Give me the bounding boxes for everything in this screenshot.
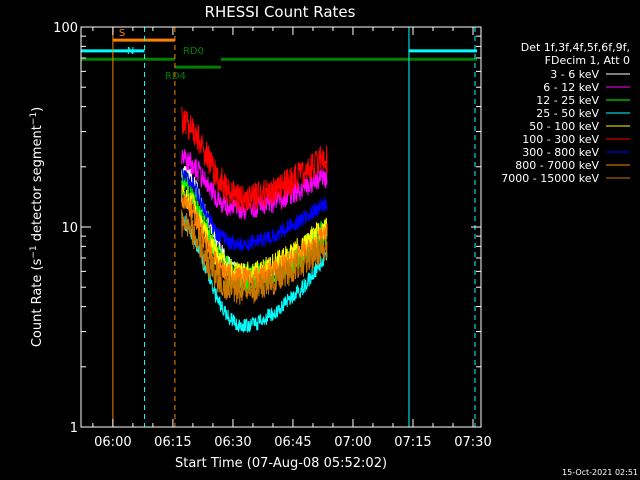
- chart-title: RHESSI Count Rates: [205, 3, 356, 21]
- legend-label-25-50-kev: 25 - 50 keV: [536, 107, 599, 120]
- legend-label-3-6-kev: 3 - 6 keV: [550, 68, 599, 81]
- legend-label-300-800-kev: 300 - 800 keV: [522, 146, 599, 159]
- x-axis-label: Start Time (07-Aug-08 05:52:02): [175, 456, 387, 471]
- annotation-n: N: [127, 46, 134, 57]
- y-axis-label-part-3: ): [30, 107, 45, 112]
- y-axis-label-exponent-1: −1: [29, 245, 39, 258]
- x-tick-label-06-00: 06:00: [94, 435, 131, 450]
- legend-label-6-12-kev: 6 - 12 keV: [543, 81, 599, 94]
- series-layer: [181, 107, 328, 333]
- annotation-rd4: RD4: [165, 71, 186, 82]
- x-axis-ticks: 06:00 06:15 06:30 06:45 07:00 07:15 07:30: [92, 27, 492, 450]
- series-line-300-800-kev: [181, 168, 328, 252]
- legend-header-line-2: FDecim 1, Att 0: [545, 54, 630, 67]
- y-tick-label-100: 100: [53, 21, 78, 36]
- footer-timestamp: 15-Oct-2021 02:51: [562, 468, 638, 477]
- legend-label-50-100-kev: 50 - 100 keV: [529, 120, 599, 133]
- annotation-s: S: [119, 28, 125, 39]
- x-tick-label-07-30: 07:30: [454, 435, 491, 450]
- series-line-7000-15000-kev: [181, 209, 328, 305]
- x-tick-label-07-15: 07:15: [394, 435, 431, 450]
- x-tick-label-06-45: 06:45: [274, 435, 311, 450]
- legend-header-line-1: Det 1f,3f,4f,5f,6f,9f,: [521, 41, 630, 54]
- legend: Det 1f,3f,4f,5f,6f,9f, FDecim 1, Att 0 3…: [501, 41, 630, 185]
- y-axis-label-exponent-2: −1: [29, 112, 39, 125]
- y-tick-label-10: 10: [61, 221, 78, 236]
- series-line-25-50-kev: [181, 212, 328, 333]
- annotations-layer: SN RD4 RD0: [119, 28, 204, 82]
- legend-label-800-7000-kev: 800 - 7000 keV: [515, 159, 599, 172]
- annotation-rd0: RD0: [183, 46, 204, 57]
- y-tick-label-1: 1: [70, 421, 78, 436]
- legend-label-100-300-kev: 100 - 300 keV: [522, 133, 599, 146]
- x-tick-label-06-30: 06:30: [214, 435, 251, 450]
- legend-label-7000-15000-kev: 7000 - 15000 keV: [501, 172, 599, 185]
- legend-label-12-25-kev: 12 - 25 keV: [536, 94, 599, 107]
- series-line-6-12-kev: [181, 148, 328, 220]
- y-axis-ticks: 1 10 100: [53, 21, 481, 436]
- x-tick-label-07-00: 07:00: [334, 435, 371, 450]
- y-axis-label-part-1: Count Rate (s: [30, 258, 45, 347]
- y-axis-label-part-2: detector segment: [30, 125, 45, 245]
- series-line-100-300-kev: [181, 107, 328, 212]
- y-axis-label: Count Rate (s−1 detector segment−1): [29, 107, 45, 347]
- x-tick-label-06-15: 06:15: [154, 435, 191, 450]
